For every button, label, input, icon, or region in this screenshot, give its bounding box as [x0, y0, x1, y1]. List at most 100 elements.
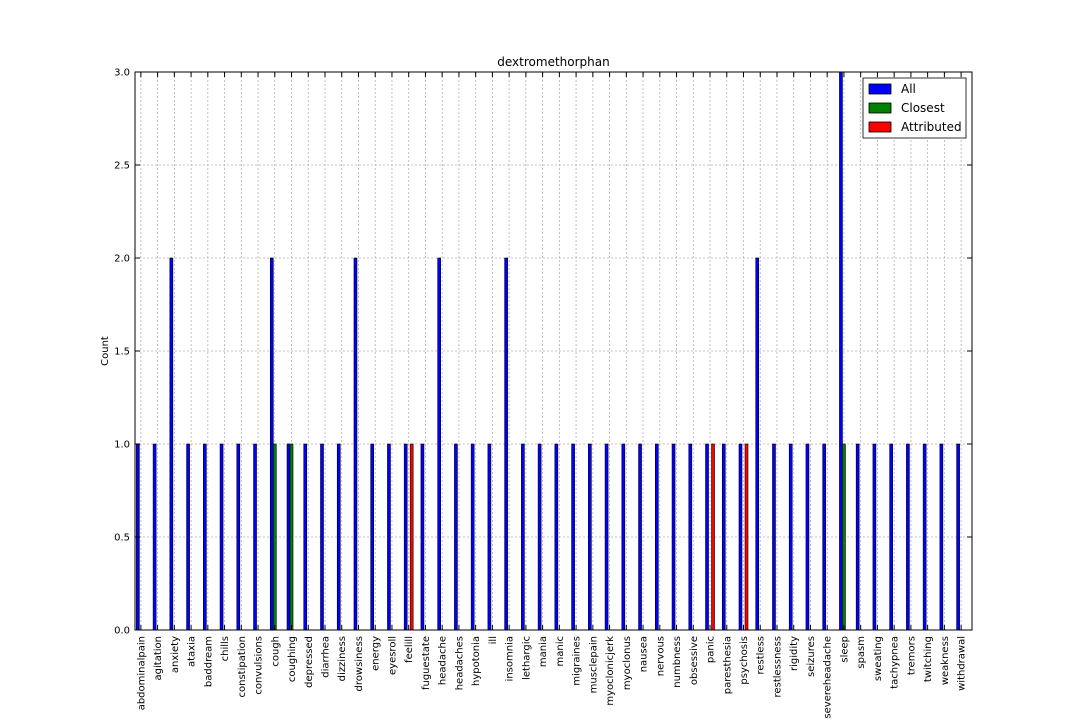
x-tick-label: lethargic: [521, 636, 532, 680]
legend-swatch-all: [868, 83, 892, 95]
x-tick-label: numbness: [672, 636, 683, 688]
x-tick-label: seizures: [806, 636, 817, 677]
x-tick-label: tachypnea: [890, 636, 901, 689]
y-tick-label: 2.5: [114, 161, 130, 172]
bar-all-chills: [219, 443, 224, 631]
bar-all-nausea: [638, 443, 642, 631]
bar-all-sweating: [872, 443, 877, 631]
x-tick-label: twitching: [923, 636, 934, 682]
x-tick-label: restless: [756, 636, 767, 675]
bar-all-nervous: [654, 443, 659, 631]
legend-swatch-attributed: [868, 121, 892, 133]
x-tick-label: paresthesia: [722, 636, 733, 694]
x-tick-label: headache: [438, 636, 449, 685]
bar-all-restlessness: [772, 443, 776, 631]
bar-all-tremors: [906, 443, 910, 631]
bar-all-headaches: [454, 443, 458, 631]
bar-all-feelill: [403, 443, 408, 631]
bar-all-rigidity: [788, 443, 793, 631]
bar-all-insomnia: [504, 257, 508, 631]
x-tick-label: spasm: [856, 636, 867, 669]
bar-all-convulsions: [253, 443, 257, 631]
x-tick-label: obsessive: [689, 636, 700, 685]
bar-all-panic: [705, 443, 709, 631]
y-tick-label: 0.5: [114, 533, 130, 544]
bar-all-ill: [487, 443, 492, 631]
x-tick-label: psychosis: [739, 636, 750, 685]
bar-all-musclepain: [588, 443, 592, 631]
bar-all-numbness: [671, 443, 676, 631]
x-tick-label: dizziness: [337, 636, 348, 681]
y-tick-label: 1.0: [114, 440, 130, 451]
x-tick-label: nervous: [655, 636, 666, 676]
x-tick-label: coughing: [287, 636, 298, 682]
bar-all-restless: [755, 257, 760, 631]
bar-all-cough: [269, 257, 274, 631]
bar-all-severeheadache: [822, 443, 826, 631]
x-axis-ticks: abdominalpain agitation anxiety ataxia baddr…: [136, 72, 968, 719]
bar-all-lethargic: [521, 443, 525, 631]
bar-all-myoclonicjerk: [604, 443, 609, 631]
bar-all-migraines: [571, 443, 575, 631]
bar-all-drowsiness: [353, 257, 358, 631]
x-tick-label: chills: [220, 636, 231, 661]
bar-all-agitation: [152, 443, 157, 631]
x-tick-label: fuguestate: [421, 636, 432, 690]
bar-all-headache: [437, 257, 441, 631]
x-tick-label: energy: [371, 636, 382, 671]
bar-all-mania: [537, 443, 542, 631]
x-tick-label: feelill: [404, 636, 415, 663]
bar-all-tachypnea: [889, 443, 893, 631]
y-axis-ticks: 0.0 0.5 1.0 1.5 2.0 2.5 3.0: [114, 68, 972, 637]
x-tick-label: ill: [488, 636, 499, 644]
bar-all-hypotonia: [470, 443, 475, 631]
bar-all-withdrawal: [956, 443, 960, 631]
legend-swatch-closest: [868, 102, 892, 114]
bar-all-diarrhea: [320, 443, 324, 631]
bar-all-baddream: [203, 443, 207, 631]
bar-all-eyesroll: [387, 443, 391, 631]
x-tick-label: insomnia: [505, 636, 516, 681]
y-axis-label: Count: [100, 336, 111, 366]
legend-label-attributed: Attributed: [901, 120, 962, 134]
x-tick-label: constipation: [237, 636, 248, 698]
bar-all-psychosis: [738, 443, 743, 631]
bar-all-anxiety: [169, 257, 174, 631]
x-tick-label: baddream: [203, 636, 214, 687]
grid-lines: [135, 72, 972, 630]
bar-closest-sleep: [842, 443, 846, 631]
x-tick-label: hypotonia: [471, 636, 482, 686]
x-tick-label: ataxia: [187, 636, 198, 667]
x-tick-label: sweating: [873, 636, 884, 681]
x-tick-label: sleep: [839, 636, 850, 663]
x-tick-label: depressed: [304, 636, 315, 688]
bar-all-seizures: [805, 443, 810, 631]
x-tick-label: diarrhea: [320, 636, 331, 678]
bar-attributed-feelill: [409, 443, 414, 631]
bar-all-energy: [370, 443, 375, 631]
x-tick-label: myoclonus: [622, 636, 633, 690]
x-tick-label: anxiety: [170, 636, 181, 673]
bar-closest-coughing: [289, 443, 294, 631]
x-tick-label: headaches: [454, 636, 465, 690]
x-tick-label: cough: [270, 636, 281, 667]
bar-all-constipation: [236, 443, 241, 631]
x-tick-label: panic: [706, 636, 717, 663]
chart-title: dextromethorphan: [497, 55, 609, 69]
bar-all-myoclonus: [621, 443, 626, 631]
bar-all-manic: [554, 443, 559, 631]
bar-all-ataxia: [186, 443, 190, 631]
bar-all-weakness: [939, 443, 944, 631]
x-tick-label: severeheadache: [823, 636, 834, 719]
x-tick-label: eyesroll: [387, 636, 398, 675]
bar-all-obsessive: [688, 443, 693, 631]
bar-attributed-psychosis: [744, 443, 749, 631]
x-tick-label: restlessness: [772, 636, 783, 697]
x-tick-label: nausea: [639, 636, 650, 672]
x-tick-label: agitation: [153, 636, 164, 680]
legend: All Closest Attributed: [862, 77, 967, 139]
x-tick-label: weakness: [940, 636, 951, 685]
bar-all-dizziness: [336, 443, 341, 631]
legend-label-closest: Closest: [901, 101, 945, 115]
x-tick-label: rigidity: [789, 636, 800, 671]
